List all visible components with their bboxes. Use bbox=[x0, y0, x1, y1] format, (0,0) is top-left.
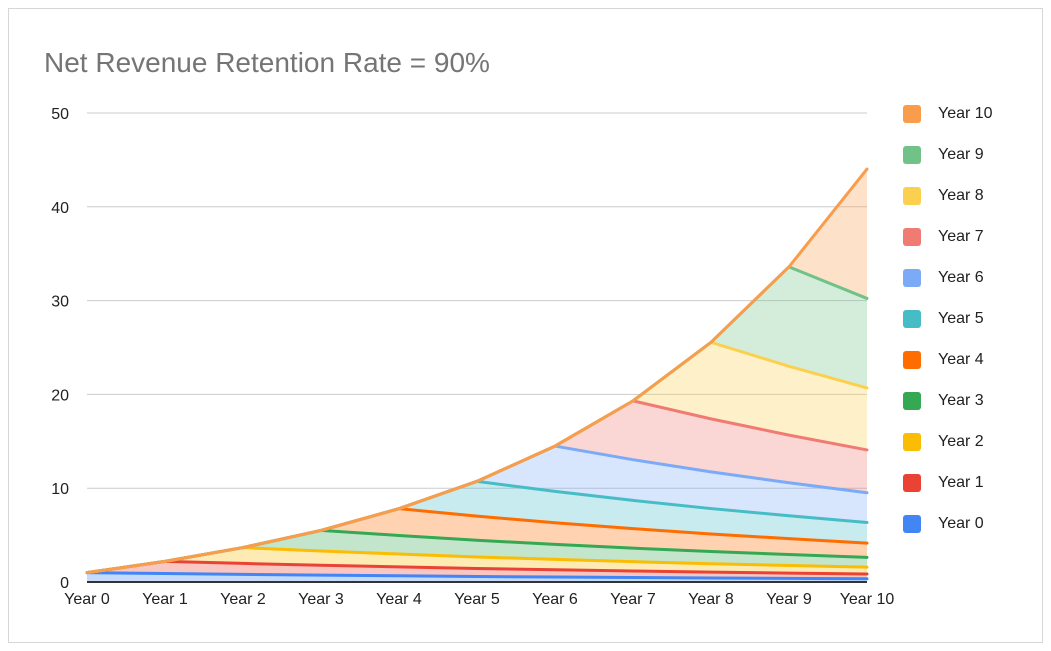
line-year-10 bbox=[85, 167, 869, 575]
legend-swatch-icon bbox=[903, 105, 921, 123]
x-axis-label: Year 6 bbox=[532, 591, 578, 608]
legend-item-year-4[interactable]: Year 4 bbox=[903, 351, 993, 369]
x-axis-label: Year 10 bbox=[840, 591, 895, 608]
x-axis-label: Year 3 bbox=[298, 591, 344, 608]
legend-item-year-10[interactable]: Year 10 bbox=[903, 105, 993, 123]
y-axis-label: 50 bbox=[51, 106, 69, 123]
x-axis-label: Year 0 bbox=[64, 591, 110, 608]
legend-label: Year 3 bbox=[938, 392, 984, 409]
area-year-7 bbox=[87, 400, 867, 573]
area-year-6 bbox=[87, 446, 867, 573]
legend-item-year-7[interactable]: Year 7 bbox=[903, 228, 993, 246]
legend-item-year-8[interactable]: Year 8 bbox=[903, 187, 993, 205]
legend-label: Year 7 bbox=[938, 228, 984, 245]
legend-swatch-icon bbox=[903, 392, 921, 410]
legend-item-year-2[interactable]: Year 2 bbox=[903, 433, 993, 451]
lines-group bbox=[85, 167, 869, 581]
legend-label: Year 6 bbox=[938, 269, 984, 286]
legend-label: Year 0 bbox=[938, 515, 984, 532]
legend-swatch-icon bbox=[903, 351, 921, 369]
area-year-4 bbox=[87, 508, 867, 573]
x-axis-label: Year 8 bbox=[688, 591, 734, 608]
legend-label: Year 10 bbox=[938, 105, 993, 122]
legend-swatch-icon bbox=[903, 310, 921, 328]
legend-item-year-5[interactable]: Year 5 bbox=[903, 310, 993, 328]
y-axis-label: 30 bbox=[51, 294, 69, 311]
y-axis-label: 0 bbox=[60, 575, 69, 592]
legend: Year 10 Year 9 Year 8 Year 7 Year 6 Year 5 Yea… bbox=[903, 105, 993, 556]
area-year-5 bbox=[87, 481, 867, 573]
y-axis-label: 10 bbox=[51, 481, 69, 498]
line-year-1 bbox=[85, 559, 869, 576]
legend-item-year-3[interactable]: Year 3 bbox=[903, 392, 993, 410]
legend-item-year-9[interactable]: Year 9 bbox=[903, 146, 993, 164]
areas-group bbox=[87, 169, 867, 582]
x-axis-label: Year 7 bbox=[610, 591, 656, 608]
legend-swatch-icon bbox=[903, 228, 921, 246]
legend-swatch-icon bbox=[903, 474, 921, 492]
legend-swatch-icon bbox=[903, 187, 921, 205]
gridlines-group bbox=[87, 112, 867, 489]
legend-item-year-0[interactable]: Year 0 bbox=[903, 515, 993, 533]
legend-label: Year 8 bbox=[938, 187, 984, 204]
legend-label: Year 5 bbox=[938, 310, 984, 327]
line-year-0 bbox=[85, 571, 869, 581]
y-axis-labels-group: 0 10 20 30 40 50 bbox=[51, 106, 69, 592]
x-axis-label: Year 1 bbox=[142, 591, 188, 608]
area-year-9 bbox=[87, 266, 867, 573]
x-axis-label: Year 4 bbox=[376, 591, 422, 608]
chart-title: Net Revenue Retention Rate = 90% bbox=[44, 47, 490, 78]
legend-item-year-1[interactable]: Year 1 bbox=[903, 474, 993, 492]
x-axis-labels-group: Year 0 Year 1 Year 2 Year 3 Year 4 Year 5 Year… bbox=[64, 591, 894, 608]
area-year-8 bbox=[87, 342, 867, 573]
legend-swatch-icon bbox=[903, 146, 921, 164]
chart-card: Net Revenue Retention Rate = 90% 0 10 20 30… bbox=[8, 8, 1043, 643]
legend-label: Year 2 bbox=[938, 433, 984, 450]
x-axis-label: Year 9 bbox=[766, 591, 812, 608]
legend-label: Year 1 bbox=[938, 474, 984, 491]
legend-label: Year 4 bbox=[938, 351, 984, 368]
legend-label: Year 9 bbox=[938, 146, 984, 163]
legend-swatch-icon bbox=[903, 433, 921, 451]
x-axis-label: Year 5 bbox=[454, 591, 500, 608]
legend-item-year-6[interactable]: Year 6 bbox=[903, 269, 993, 287]
x-axis-label: Year 2 bbox=[220, 591, 266, 608]
y-axis-label: 40 bbox=[51, 200, 69, 217]
legend-swatch-icon bbox=[903, 515, 921, 533]
area-year-2 bbox=[87, 547, 867, 575]
legend-swatch-icon bbox=[903, 269, 921, 287]
y-axis-label: 20 bbox=[51, 387, 69, 404]
